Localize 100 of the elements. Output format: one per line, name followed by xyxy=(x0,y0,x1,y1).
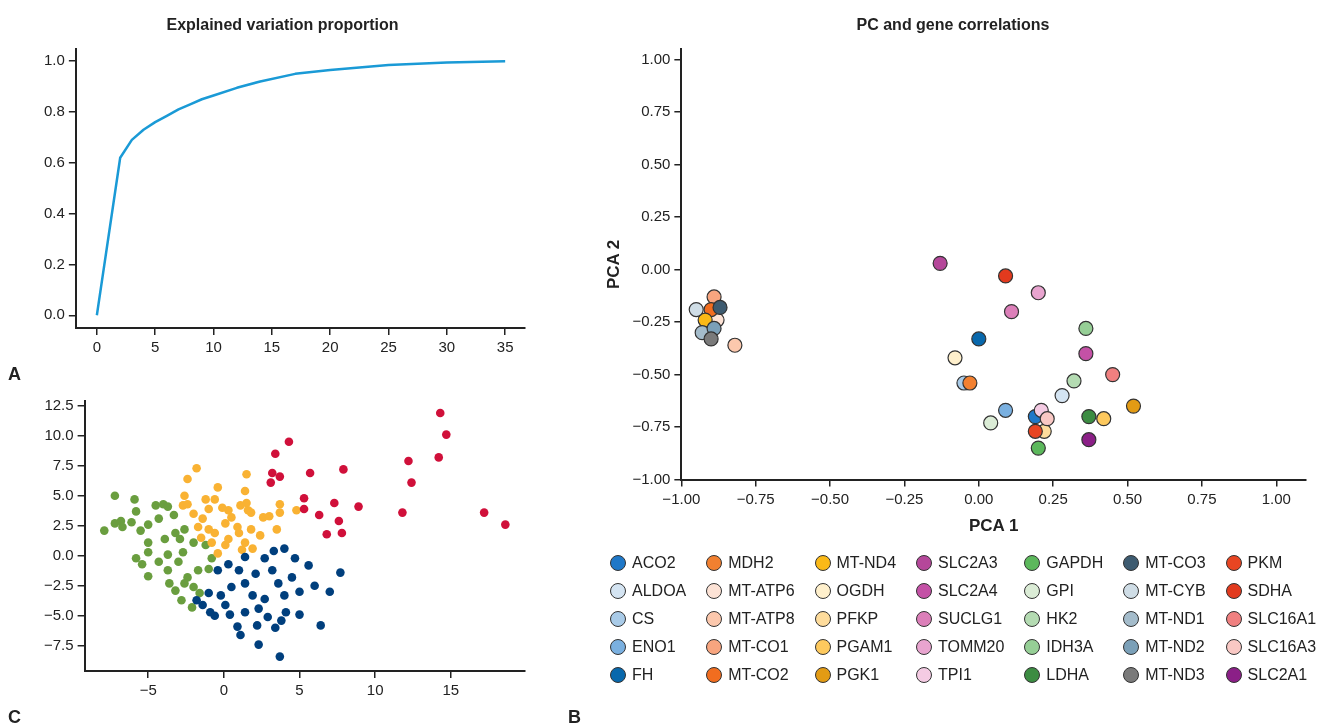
chart-title: Explained variation proportion xyxy=(166,16,399,34)
x-tick-label: −0.75 xyxy=(736,489,775,507)
point xyxy=(434,453,444,462)
x-tick-label: 5 xyxy=(295,681,304,699)
text: B xyxy=(568,707,581,728)
text: A xyxy=(8,364,21,385)
point xyxy=(180,579,189,588)
x-tick-label: 0.00 xyxy=(964,489,994,507)
point xyxy=(204,525,214,534)
legend-label: LDHA xyxy=(1046,666,1090,684)
point xyxy=(224,559,233,569)
point xyxy=(271,449,280,459)
point xyxy=(354,502,363,511)
point xyxy=(947,350,963,366)
point xyxy=(178,547,188,557)
point xyxy=(274,579,283,588)
y-tick-label: 12.5 xyxy=(44,395,74,413)
point xyxy=(227,513,236,522)
legend-label: ENO1 xyxy=(632,638,676,656)
legend-label: CS xyxy=(632,610,655,628)
point xyxy=(304,561,313,570)
point xyxy=(110,491,120,501)
point xyxy=(712,299,728,316)
point xyxy=(240,486,250,496)
point xyxy=(163,502,173,511)
point xyxy=(242,469,251,479)
point xyxy=(198,514,207,523)
point xyxy=(339,465,348,474)
y-tick-label: −7.5 xyxy=(43,635,74,653)
point xyxy=(295,587,304,597)
point xyxy=(143,571,153,581)
point xyxy=(971,331,987,347)
point xyxy=(264,511,274,521)
chart-title: PC and gene correlations xyxy=(856,16,1050,34)
point xyxy=(204,504,214,514)
point xyxy=(727,337,743,353)
point xyxy=(260,553,269,563)
legend-label: GAPDH xyxy=(1046,554,1104,572)
point xyxy=(143,520,153,529)
point xyxy=(267,468,277,478)
legend-label: IDH3A xyxy=(1046,638,1094,656)
point xyxy=(398,508,407,517)
legend-label: FH xyxy=(632,666,654,684)
legend-label: SLC2A1 xyxy=(1247,666,1308,684)
point xyxy=(275,652,285,661)
y-tick-label: −0.50 xyxy=(632,364,671,382)
legend-label: MT-CO1 xyxy=(728,638,789,656)
point xyxy=(210,495,220,504)
x-tick-label: 0 xyxy=(219,681,229,699)
y-tick-label: −0.25 xyxy=(632,312,671,330)
x-tick-label: 10 xyxy=(205,338,222,356)
point xyxy=(404,456,413,466)
point xyxy=(221,540,230,550)
point xyxy=(1054,388,1070,404)
legend-label: SLC2A3 xyxy=(938,554,998,572)
point xyxy=(240,579,250,588)
point xyxy=(163,565,173,575)
point xyxy=(242,498,251,508)
x-tick-label: 0.75 xyxy=(1187,489,1217,507)
point xyxy=(1027,423,1043,439)
point xyxy=(305,468,315,478)
point xyxy=(192,595,201,605)
point xyxy=(281,607,291,617)
point xyxy=(275,499,285,509)
point xyxy=(221,600,230,610)
y-tick-label: 0.0 xyxy=(43,305,65,323)
x-tick-label: −5 xyxy=(139,681,157,699)
y-tick-label: 5.0 xyxy=(52,485,74,503)
y-tick-label: 10.0 xyxy=(44,425,74,443)
y-tick-label: −0.75 xyxy=(632,417,671,435)
point xyxy=(154,514,164,523)
legend-label: ACO2 xyxy=(632,554,676,572)
point xyxy=(962,375,978,391)
x-tick-label: 15 xyxy=(442,681,460,699)
point xyxy=(1105,367,1121,383)
legend-label: MDH2 xyxy=(728,554,774,572)
point xyxy=(1030,440,1046,456)
legend-label: SLC16A3 xyxy=(1247,638,1317,656)
y-tick-label: 0.75 xyxy=(641,102,671,120)
y-tick-label: 1.0 xyxy=(43,51,65,69)
y-tick-label: 0.50 xyxy=(641,154,671,172)
point xyxy=(136,526,145,535)
point xyxy=(195,588,204,598)
y-tick-label: 0.8 xyxy=(43,102,65,120)
point xyxy=(137,559,147,569)
y-tick-label: 0.4 xyxy=(43,203,65,221)
point xyxy=(213,549,223,558)
point xyxy=(171,528,180,538)
point xyxy=(442,430,451,439)
point xyxy=(118,522,127,532)
legend-label: TPI1 xyxy=(938,666,972,684)
point xyxy=(1125,398,1142,414)
point xyxy=(997,268,1014,284)
point xyxy=(189,509,198,519)
point xyxy=(240,607,250,617)
y-tick-label: 1.00 xyxy=(641,49,671,67)
legend-label: PGK1 xyxy=(836,666,880,684)
point xyxy=(193,522,203,532)
point xyxy=(165,579,174,588)
point xyxy=(233,622,242,631)
